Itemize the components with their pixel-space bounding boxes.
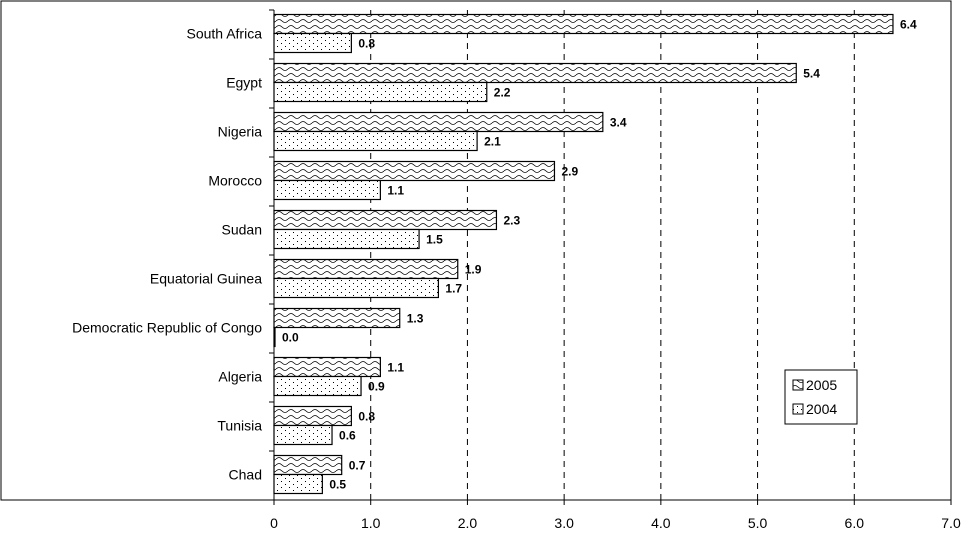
bar-2004-4 [273,228,420,250]
x-tick-label: 1.0 [361,515,381,531]
bar-2004-2 [273,130,478,152]
data-label: 2.3 [503,214,520,228]
data-label: 2.1 [484,135,501,149]
bar-2005-8 [273,405,352,427]
data-label: 0.8 [358,410,375,424]
category-label: Chad [229,467,262,483]
bar-2004-9 [273,473,323,495]
category-label: Democratic Republic of Congo [72,320,262,336]
bar-2004-0 [273,32,352,54]
legend-label: 2005 [806,377,837,393]
data-label: 2.9 [561,165,578,179]
category-label: Morocco [208,173,262,189]
bar-2005-7 [273,356,381,378]
data-label: 1.1 [387,361,404,375]
labels: 0 1.0 2.0 3.0 4.0 5.0 6.0 7.0 South Africa 6.4 0.8… [72,18,961,532]
legend-swatch-2005 [792,379,804,391]
category-label: Tunisia [217,418,262,434]
bar-2004-1 [273,81,488,103]
x-tick-label: 5.0 [748,515,768,531]
x-tick-label: 6.0 [845,515,865,531]
data-label: 3.4 [610,116,627,130]
legend-box [784,369,858,425]
bar-2004-8 [273,424,333,446]
legend-label: 2004 [806,401,837,417]
data-label: 1.1 [387,184,404,198]
data-label: 0.5 [329,478,346,492]
legend-swatch-2004 [792,403,804,415]
x-tick-label: 0 [270,515,278,531]
data-label: 0.0 [282,331,299,345]
legend: 2005 2004 [784,369,858,425]
data-label: 1.5 [426,233,443,247]
data-label: 1.7 [445,282,462,296]
bar-2004-7 [273,375,362,397]
data-label: 5.4 [803,67,820,81]
x-tick-label: 7.0 [941,515,961,531]
bar-2005-6 [273,307,401,329]
data-label: 1.3 [407,312,424,326]
bar-2004-3 [273,179,381,201]
data-label: 1.9 [465,263,482,277]
category-label: Equatorial Guinea [150,271,262,287]
category-label: Nigeria [218,124,263,140]
bar-2005-5 [273,258,459,280]
category-label: South Africa [187,26,263,42]
x-tick-label: 2.0 [458,515,478,531]
category-label: Algeria [218,369,262,385]
data-label: 6.4 [900,18,917,32]
data-label: 0.9 [368,380,385,394]
data-label: 0.7 [349,459,366,473]
data-label: 0.8 [358,37,375,51]
bar-2005-3 [273,160,556,182]
x-tick-label: 3.0 [554,515,574,531]
category-label: Egypt [226,75,262,91]
bar-2004-6 [273,326,276,348]
data-label: 2.2 [494,86,511,100]
category-label: Sudan [222,222,262,238]
bar-2005-2 [273,111,604,133]
bar-2005-9 [273,454,343,476]
x-tick-label: 4.0 [651,515,671,531]
bar-2005-4 [273,209,498,231]
bar-2005-1 [273,62,797,84]
data-label: 0.6 [339,429,356,443]
bar-2004-5 [273,277,440,299]
bars [273,13,894,495]
bar-2005-0 [273,13,894,35]
